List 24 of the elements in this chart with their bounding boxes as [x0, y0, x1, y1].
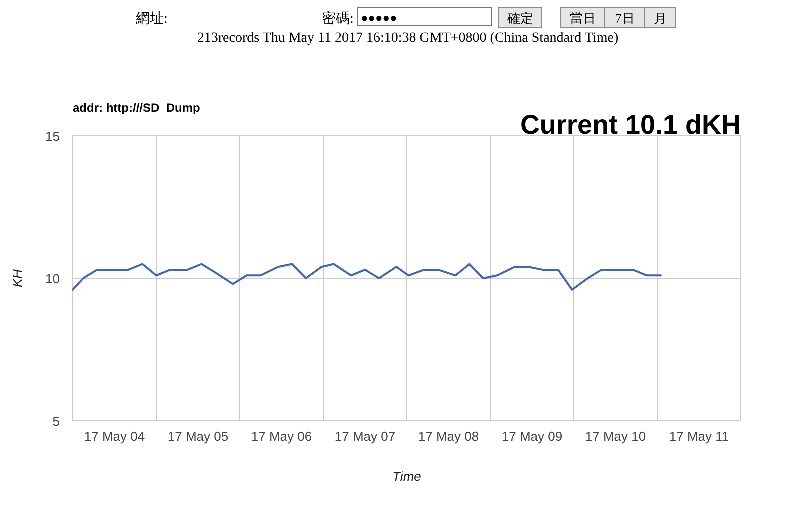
x-tick-label: 17 May 06 — [251, 429, 312, 444]
x-tick-label: 17 May 11 — [669, 429, 730, 444]
y-tick-label: 5 — [52, 414, 60, 429]
chart-subtitle: 213records Thu May 11 2017 16:10:38 GMT+0800 (China Standard Time) — [197, 31, 619, 46]
chart-title: Current 10.1 dKH — [520, 110, 741, 140]
text: ●●●●● — [361, 11, 398, 25]
text: 7日 — [615, 11, 635, 26]
x-tick-label: 17 May 07 — [334, 429, 396, 444]
x-axis-title: Time — [392, 469, 422, 484]
x-tick-label: 17 May 04 — [84, 429, 146, 444]
y-axis-title: KH — [10, 268, 25, 288]
text: 月 — [654, 11, 667, 26]
text: addr: http:///SD_Dump — [73, 101, 200, 115]
text: 確定 — [506, 11, 534, 26]
x-tick-label: 17 May 10 — [585, 429, 646, 444]
line-series — [72, 263, 662, 291]
y-tick-label: 15 — [46, 129, 60, 144]
x-tick-label: 17 May 09 — [502, 429, 563, 444]
y-tick-label: 10 — [46, 272, 60, 286]
text: 密碼: — [322, 11, 354, 27]
x-tick-label: 17 May 08 — [418, 429, 480, 444]
text: 當日 — [570, 11, 596, 26]
x-tick-label: 17 May 05 — [168, 429, 229, 444]
text: 網址: — [135, 11, 168, 27]
